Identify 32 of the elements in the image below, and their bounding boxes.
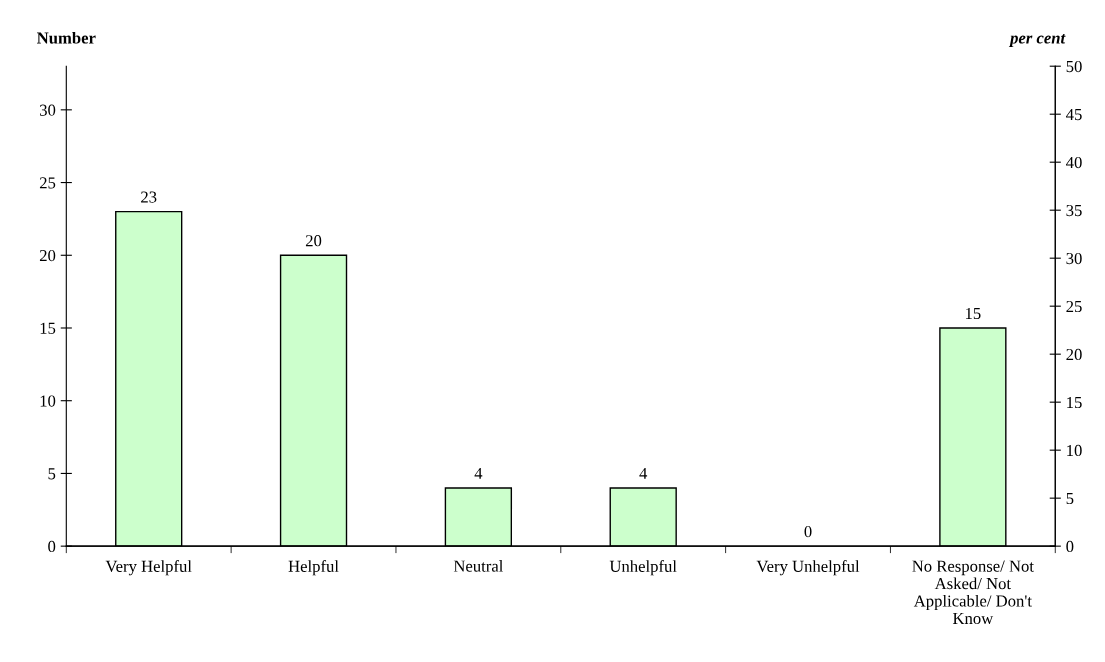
y-tick-label: 30 [40, 104, 56, 116]
y2-tick-label: 10 [1067, 444, 1082, 457]
y2-tick-label: 25 [1066, 300, 1082, 313]
y2-axis-title: per cent [1008, 34, 1066, 47]
y2-tick-label: 50 [1066, 60, 1082, 73]
data-label: 20 [305, 235, 322, 247]
x-tick-label: Neutral [453, 560, 504, 572]
data-label: 4 [474, 467, 483, 479]
x-tick-label: Very Helpful [105, 560, 192, 576]
y2-tick-label: 40 [1066, 156, 1082, 169]
x-tick-label: Helpful [288, 560, 339, 576]
data-label: 23 [141, 191, 157, 203]
x-tick-label: Unhelpful [609, 560, 677, 576]
data-label: 0 [804, 525, 812, 538]
data-label: 15 [965, 307, 981, 320]
y2-tick-label: 0 [1066, 540, 1074, 553]
data-label: 4 [639, 467, 648, 479]
x-tick-label: Very Unhelpful [756, 560, 860, 576]
y-tick-label: 15 [40, 322, 56, 334]
y2-tick-label: 35 [1066, 204, 1082, 217]
y-tick-label: 10 [40, 395, 56, 407]
y2-tick-label: 30 [1066, 252, 1082, 265]
y2-tick-label: 5 [1066, 493, 1074, 505]
y-tick-label: 20 [39, 249, 56, 262]
y2-tick-label: 45 [1066, 109, 1082, 121]
y-axis-title: Number [36, 31, 96, 44]
x-tick-label: No Response/ Not Asked/ Not Applicable/ Don't Know [912, 560, 1034, 625]
y-tick-label: 5 [48, 468, 56, 480]
y-tick-label: 25 [39, 177, 56, 189]
y2-tick-label: 20 [1066, 348, 1082, 361]
y-tick-label: 0 [48, 540, 56, 553]
y2-tick-label: 15 [1067, 396, 1082, 409]
